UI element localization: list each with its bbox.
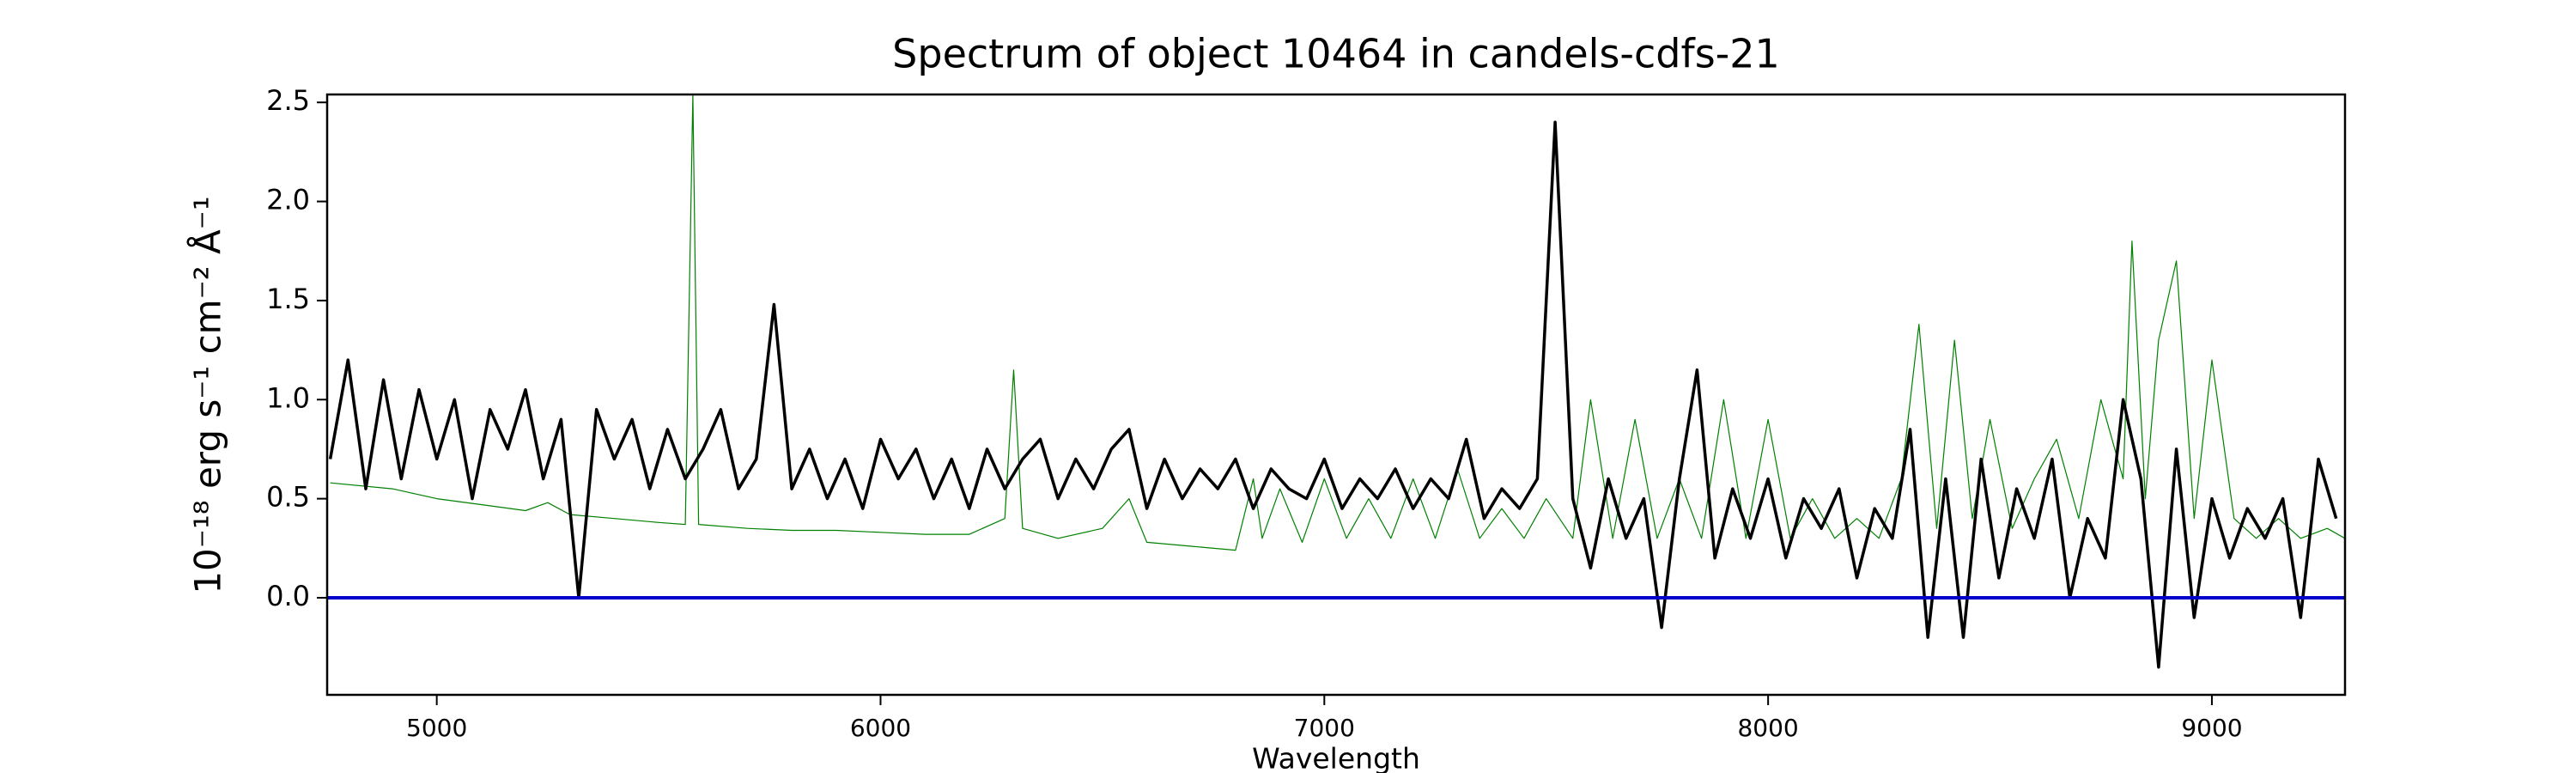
y-tick-label: 2.5	[266, 84, 310, 117]
y-tick-label: 0.0	[266, 580, 310, 612]
x-axis-label: Wavelength	[1252, 742, 1420, 773]
x-tick-label: 7000	[1294, 714, 1355, 742]
x-tick-label: 6000	[850, 714, 911, 742]
x-tick-label: 5000	[406, 714, 467, 742]
y-tick-label: 2.0	[266, 184, 310, 216]
spectrum-line	[328, 120, 2338, 669]
x-tick-label: 8000	[1737, 714, 1798, 742]
x-tick-label: 9000	[2181, 714, 2242, 742]
y-axis-label: 10⁻¹⁸ erg s⁻¹ cm⁻² Å⁻¹	[186, 196, 229, 593]
plot-area	[327, 94, 2345, 669]
chart-title: Spectrum of object 10464 in candels-cdfs…	[892, 31, 1780, 77]
y-tick-label: 1.0	[266, 381, 310, 414]
y-tick-label: 1.5	[266, 283, 310, 315]
axes-frame	[325, 93, 2347, 697]
spectrum-line	[330, 94, 2345, 551]
y-tick-label: 0.5	[266, 481, 310, 514]
